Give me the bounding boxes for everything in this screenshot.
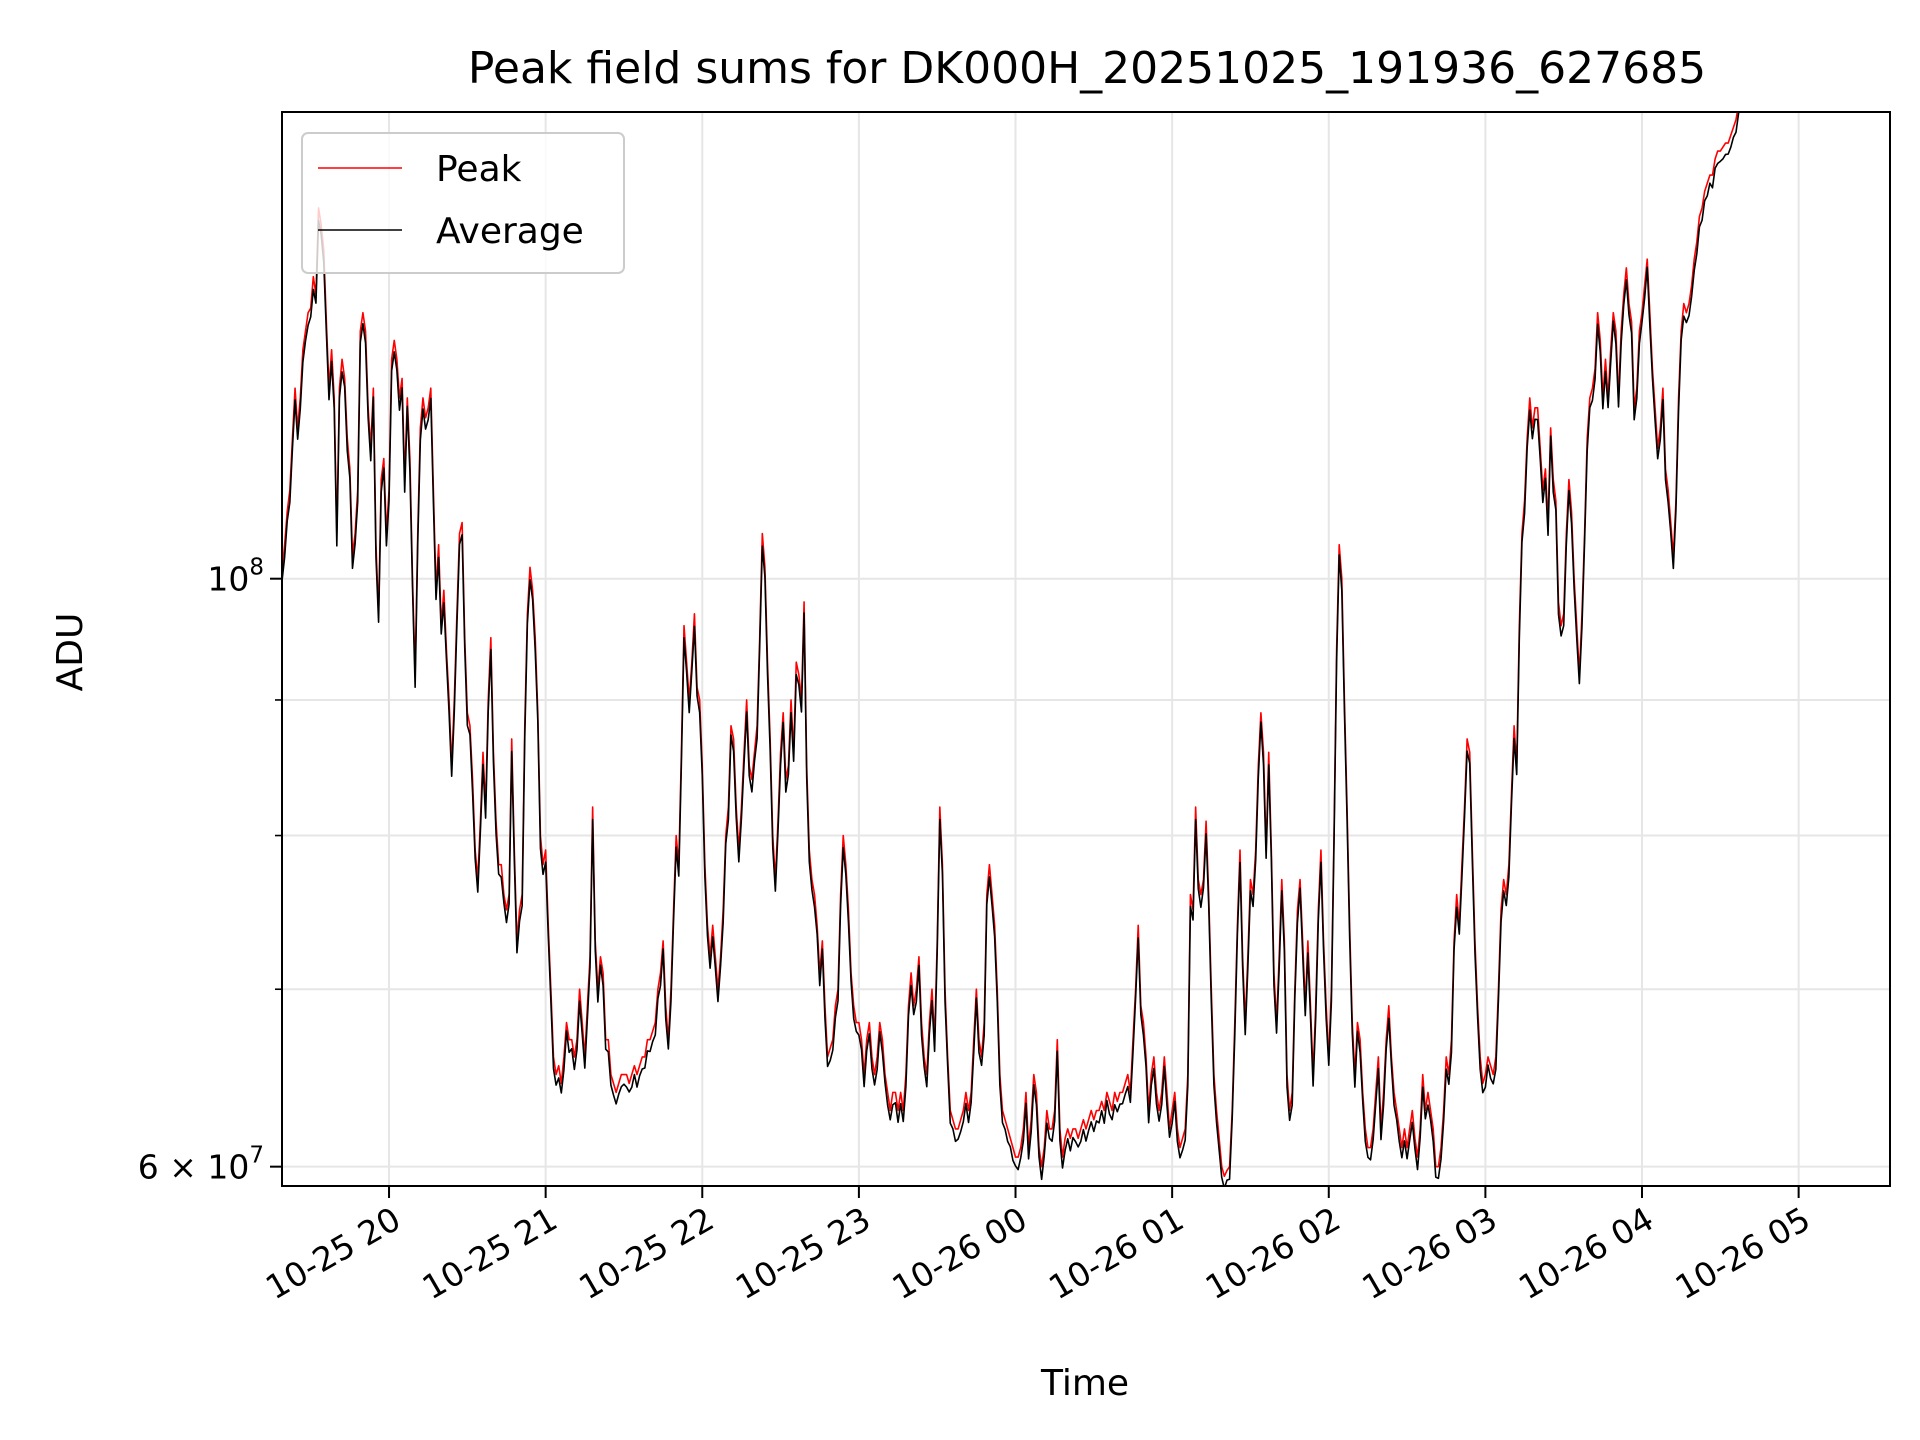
- y-axis-label: ADU: [50, 613, 91, 692]
- legend-label-average: Average: [436, 211, 584, 252]
- legend: Peak Average: [301, 132, 625, 274]
- y-tick-label: 6 × 107: [138, 1143, 264, 1187]
- plot-area: [282, 112, 1740, 1186]
- grid: [282, 112, 1890, 1186]
- chart-title: Peak field sums for DK000H_20251025_1919…: [468, 43, 1706, 94]
- series-line-average: [282, 112, 1740, 1186]
- y-axis: 6 × 107 108: [138, 555, 282, 1187]
- legend-label-peak: Peak: [436, 149, 522, 190]
- plot-frame: [281, 111, 1891, 1187]
- y-tick-label: 108: [207, 555, 264, 599]
- x-axis-label: Time: [1040, 1363, 1129, 1404]
